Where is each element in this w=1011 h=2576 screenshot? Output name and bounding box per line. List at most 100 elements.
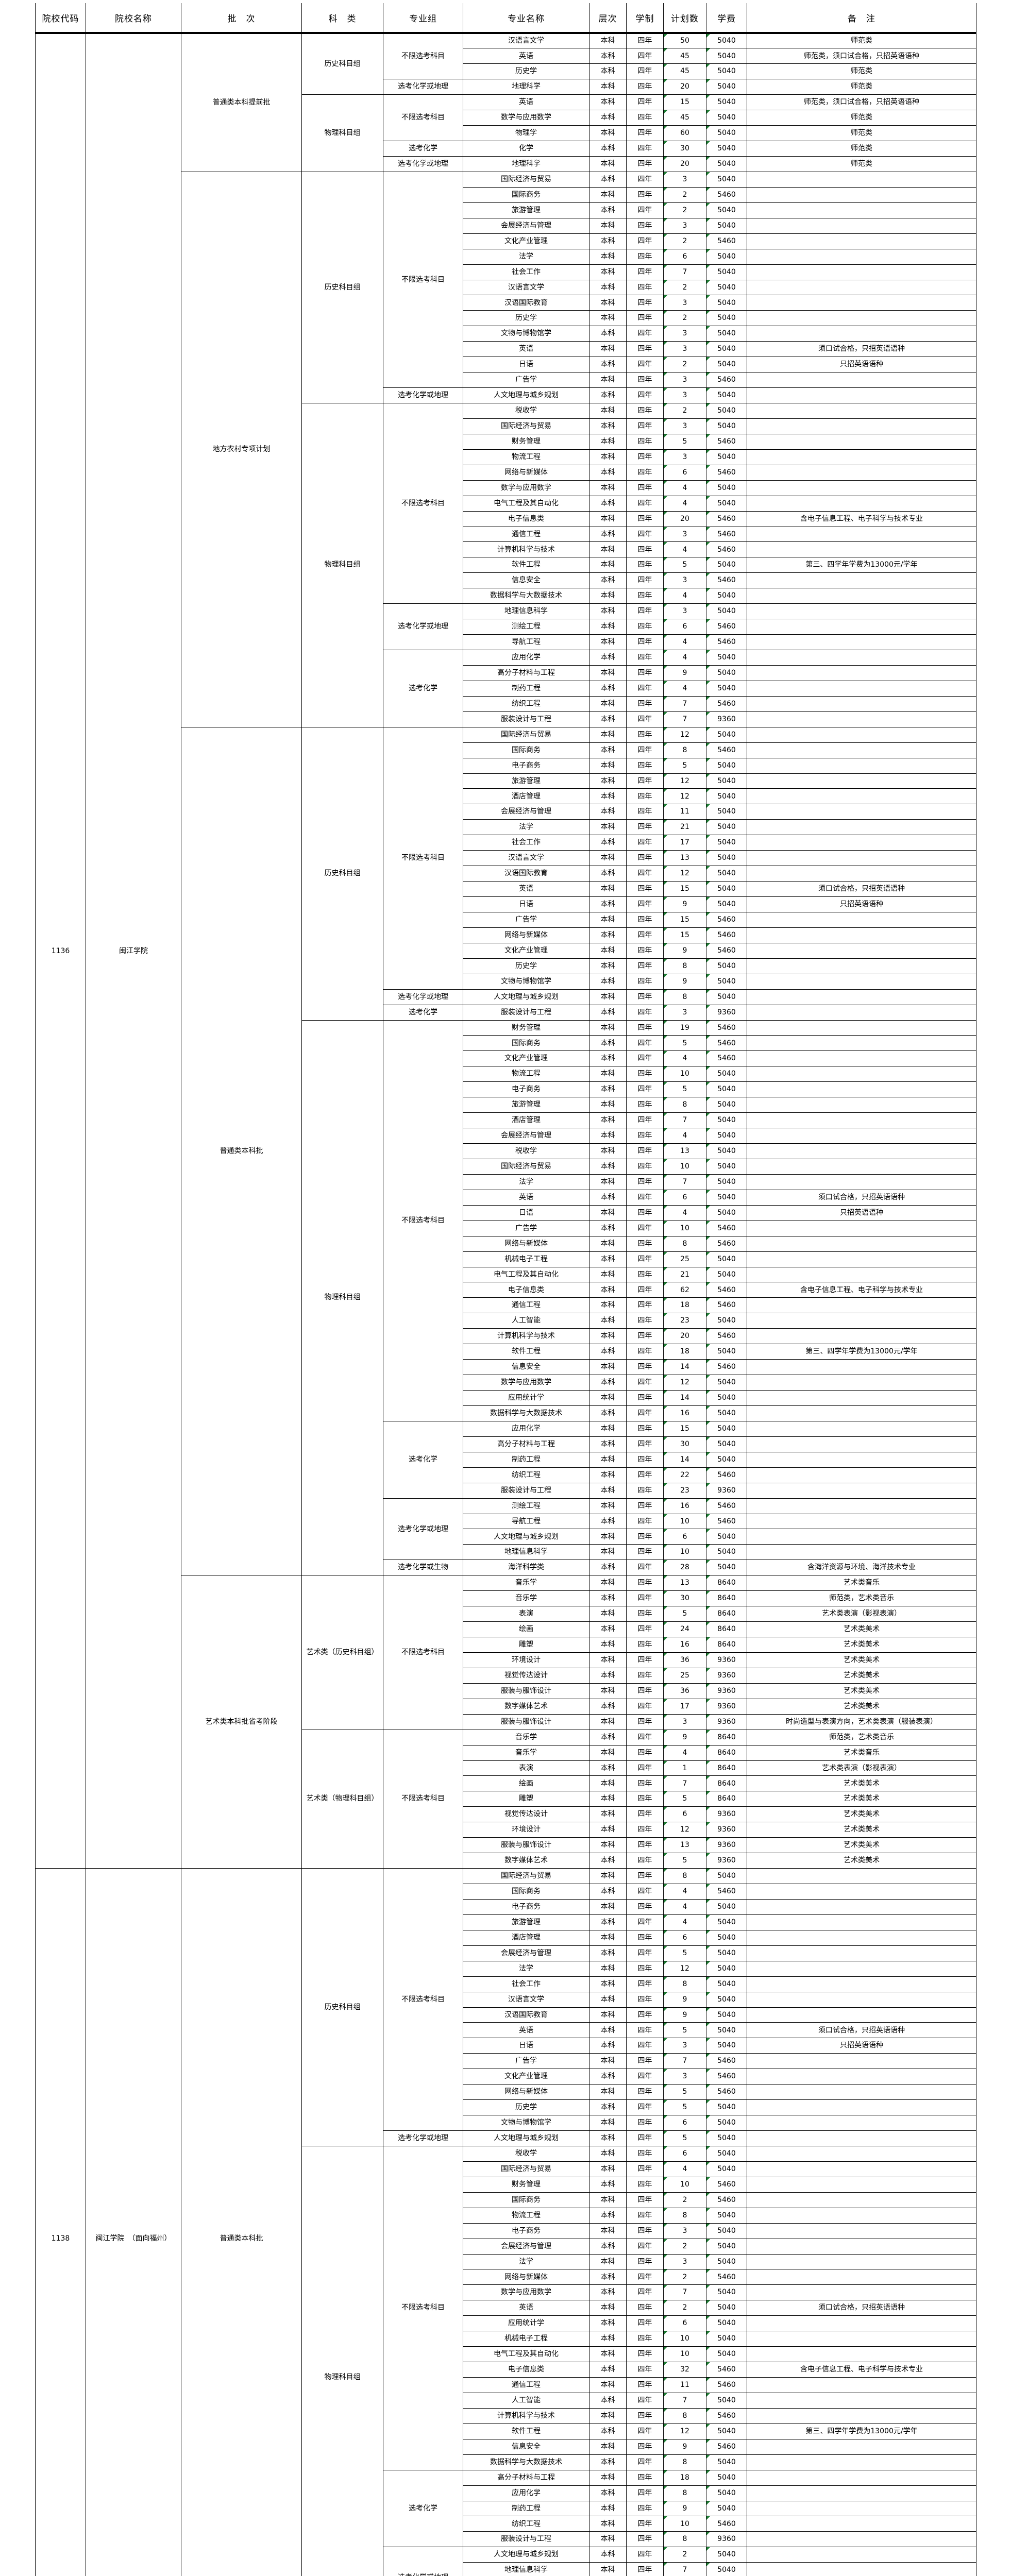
note-cell: 须口试合格，只招英语语种 xyxy=(747,2300,976,2316)
note-cell xyxy=(747,1960,976,1977)
level-cell: 本科 xyxy=(589,911,627,928)
note-cell xyxy=(747,1328,976,1345)
level-cell: 本科 xyxy=(589,1359,627,1376)
plan-count-cell: 6 xyxy=(663,1929,706,1946)
level-cell: 本科 xyxy=(589,1344,627,1360)
tuition-cell: 5040 xyxy=(706,650,747,666)
major-name-cell: 应用化学 xyxy=(463,1420,589,1437)
level-cell: 本科 xyxy=(589,141,627,157)
note-cell xyxy=(747,989,976,1005)
duration-cell: 四年 xyxy=(626,2469,664,2486)
tuition-cell: 5040 xyxy=(706,1066,747,1082)
duration-cell: 四年 xyxy=(626,958,664,974)
plan-row: 选考化学 应用化学 本科 四年 4 5040 xyxy=(36,650,976,727)
plan-count-cell: 5 xyxy=(663,1853,706,1869)
plan-count-cell: 3 xyxy=(663,326,706,342)
note-cell xyxy=(747,1112,976,1129)
plan-count-cell: 10 xyxy=(663,2516,706,2532)
level-cell: 本科 xyxy=(589,2377,627,2393)
note-cell xyxy=(747,1929,976,1946)
level-cell: 本科 xyxy=(589,1143,627,1159)
tuition-cell: 5040 xyxy=(706,2038,747,2054)
level-cell: 本科 xyxy=(589,1806,627,1823)
note-cell xyxy=(747,1143,976,1159)
level-cell: 本科 xyxy=(589,48,627,64)
major-name-cell: 英语 xyxy=(463,94,589,111)
plan-row: 信息安全 本科 四年 14 5460 xyxy=(36,1359,976,1376)
note-cell xyxy=(747,326,976,342)
duration-cell: 四年 xyxy=(626,79,664,95)
plan-row: 艺术类本科批省考阶段 艺术类（历史科目组） 不限选考科目 音乐学 本科 四年 13 8640 艺… xyxy=(36,1575,976,1869)
plan-count-cell: 14 xyxy=(663,1451,706,1468)
duration-cell: 四年 xyxy=(626,511,664,527)
plan-row: 国际商务 本科 四年 4 5460 xyxy=(36,1884,976,1900)
major-group-cell: 不限选考科目 xyxy=(383,1020,463,1421)
duration-cell: 四年 xyxy=(626,2022,664,2039)
major-name-cell: 视觉传达设计 xyxy=(463,1806,589,1823)
note-cell xyxy=(747,295,976,311)
major-name-cell: 税收学 xyxy=(463,1143,589,1159)
duration-cell: 四年 xyxy=(626,1375,664,1391)
tuition-cell: 5040 xyxy=(706,2115,747,2131)
duration-cell: 四年 xyxy=(626,2315,664,2332)
duration-cell: 四年 xyxy=(626,1097,664,1113)
level-cell: 本科 xyxy=(589,2562,627,2576)
level-cell: 本科 xyxy=(589,2269,627,2285)
duration-cell: 四年 xyxy=(626,541,664,558)
plan-row: 电子信息类 本科 四年 62 5460 含电子信息工程、电子科学与技术专业 xyxy=(36,1282,976,1298)
plan-row: 服装与服饰设计 本科 四年 3 9360 时尚造型与表演方向，艺术类表演（服装表演） xyxy=(36,1714,976,1730)
duration-cell: 四年 xyxy=(626,2084,664,2100)
level-cell: 本科 xyxy=(589,279,627,296)
tuition-cell: 5040 xyxy=(706,989,747,1005)
level-cell: 本科 xyxy=(589,156,627,172)
tuition-cell: 8640 xyxy=(706,1606,747,1622)
tuition-cell: 9360 xyxy=(706,1714,747,1730)
plan-row: 纺织工程 本科 四年 10 5460 xyxy=(36,2516,976,2532)
plan-count-cell: 2 xyxy=(663,2269,706,2285)
plan-row: 视觉传达设计 本科 四年 6 9360 艺术类美术 xyxy=(36,1806,976,1823)
level-cell: 本科 xyxy=(589,1128,627,1144)
plan-count-cell: 12 xyxy=(663,726,706,743)
major-name-cell: 英语 xyxy=(463,341,589,358)
major-name-cell: 服装与服饰设计 xyxy=(463,1714,589,1730)
duration-cell: 四年 xyxy=(626,1066,664,1082)
level-cell: 本科 xyxy=(589,850,627,867)
subject-group-cell: 物理科目组 xyxy=(301,1020,383,1576)
tuition-cell: 5040 xyxy=(706,1375,747,1391)
plan-row: 软件工程 本科 四年 18 5040 第三、四学年学费为13000元/学年 xyxy=(36,1344,976,1360)
major-name-cell: 英语 xyxy=(463,1189,589,1206)
note-cell xyxy=(747,680,976,697)
plan-count-cell: 2 xyxy=(663,403,706,419)
level-cell: 本科 xyxy=(589,1929,627,1946)
plan-row: 制药工程 本科 四年 4 5040 xyxy=(36,680,976,697)
tuition-cell: 5040 xyxy=(706,835,747,851)
plan-row: 选考化学 高分子材料与工程 本科 四年 18 5040 xyxy=(36,2469,976,2548)
major-name-cell: 国际商务 xyxy=(463,2192,589,2208)
plan-count-cell: 3 xyxy=(663,603,706,620)
note-cell: 艺术类美术 xyxy=(747,1822,976,1838)
note-cell xyxy=(747,1251,976,1267)
duration-cell: 四年 xyxy=(626,2438,664,2455)
level-cell: 本科 xyxy=(589,1420,627,1437)
level-cell: 本科 xyxy=(589,2238,627,2255)
tuition-cell: 5040 xyxy=(706,1868,747,1884)
major-name-cell: 物流工程 xyxy=(463,449,589,465)
plan-count-cell: 2 xyxy=(663,187,706,203)
duration-cell: 四年 xyxy=(626,1467,664,1483)
note-cell xyxy=(747,2485,976,2501)
major-group-cell: 不限选考科目 xyxy=(383,94,463,142)
duration-cell: 四年 xyxy=(626,2207,664,2224)
duration-cell: 四年 xyxy=(626,48,664,64)
note-cell: 师范类 xyxy=(747,32,976,49)
tuition-cell: 5040 xyxy=(706,1544,747,1561)
level-cell: 本科 xyxy=(589,1313,627,1329)
tuition-cell: 5040 xyxy=(706,248,747,265)
tuition-cell: 5460 xyxy=(706,541,747,558)
duration-cell: 四年 xyxy=(626,2007,664,2023)
tuition-cell: 5040 xyxy=(706,2207,747,2224)
plan-row: 物理科目组 不限选考科目 税收学 本科 四年 2 5040 xyxy=(36,402,976,727)
level-cell: 本科 xyxy=(589,650,627,666)
plan-count-cell: 8 xyxy=(663,1868,706,1884)
major-name-cell: 汉语言文学 xyxy=(463,32,589,49)
plan-count-cell: 20 xyxy=(663,511,706,527)
